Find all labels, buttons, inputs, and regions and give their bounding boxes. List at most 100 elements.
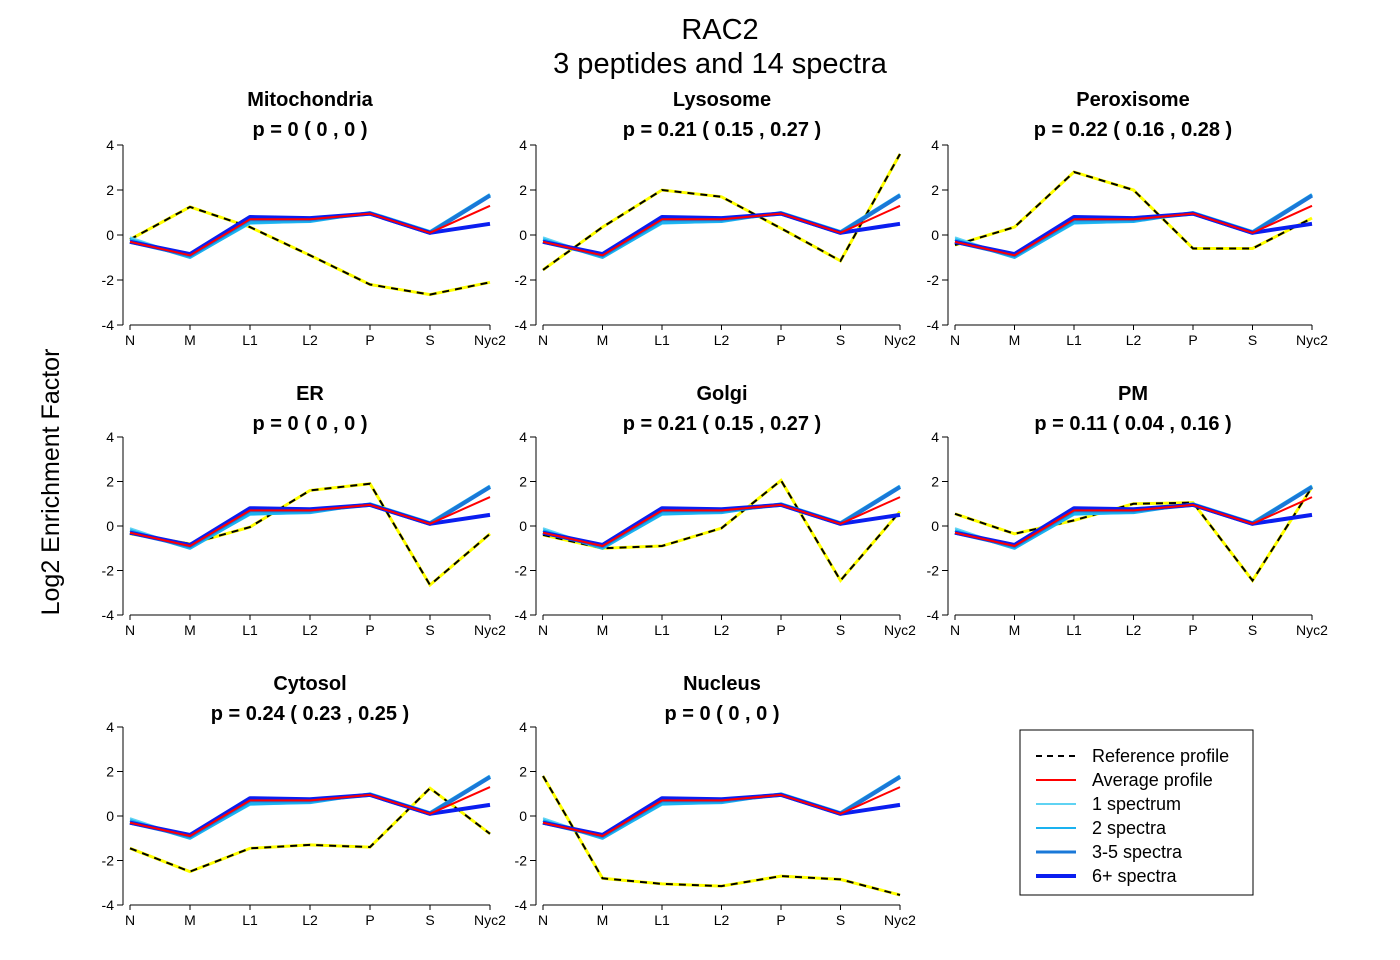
panel-lysosome: Lysosome p = 0.21 ( 0.15 , 0.27 ) -4 -2 0 2 4 N… — [515, 89, 917, 348]
reference-profile-line — [129, 205, 491, 296]
average-profile-line — [954, 204, 1313, 257]
panel-p-value: p = 0.21 ( 0.15 , 0.27 ) — [623, 119, 821, 141]
panel-p-value: p = 0 ( 0 , 0 ) — [664, 703, 779, 725]
x-tick-label: M — [597, 912, 609, 928]
reference-profile-line — [129, 482, 491, 587]
panels: Mitochondria p = 0 ( 0 , 0 ) -4 -2 0 2 4 N M L1 L2… — [102, 89, 1329, 928]
y-tick-label: -2 — [515, 272, 528, 288]
x-tick-label: M — [184, 912, 196, 928]
x-tick-label: S — [1248, 332, 1257, 348]
y-tick-label: -2 — [102, 563, 115, 579]
y-tick-label: 0 — [106, 227, 114, 243]
s1-profile-line — [954, 485, 1313, 550]
y-tick-label: 4 — [106, 429, 114, 445]
y-tick-label: -2 — [515, 853, 528, 869]
y-tick-label: 4 — [519, 719, 527, 735]
x-tick-label: S — [425, 912, 434, 928]
s35-profile-line — [542, 775, 902, 838]
y-tick-label: -2 — [102, 272, 115, 288]
x-tick-label: L2 — [1126, 332, 1142, 348]
x-tick-label: P — [1188, 332, 1197, 348]
panel-er: ER p = 0 ( 0 , 0 ) -4 -2 0 2 4 N M L1 L2 P S Nyc2 — [102, 383, 507, 638]
x-tick-label: P — [776, 622, 785, 638]
x-tick-label: S — [836, 332, 845, 348]
y-tick-label: -2 — [515, 563, 528, 579]
y-tick-label: 0 — [519, 227, 527, 243]
x-tick-label: L1 — [654, 332, 670, 348]
y-tick-label: -4 — [515, 897, 528, 913]
x-tick-label: N — [538, 912, 548, 928]
panel-title: Golgi — [696, 383, 747, 405]
y-tick-label: 0 — [106, 808, 114, 824]
panel-p-value: p = 0.21 ( 0.15 , 0.27 ) — [623, 413, 821, 435]
legend-label-s6: 6+ spectra — [1092, 866, 1178, 886]
average-profile-line — [954, 496, 1313, 547]
x-tick-label: Nyc2 — [884, 912, 916, 928]
s35-profile-line — [954, 485, 1314, 548]
y-tick-label: 2 — [519, 764, 527, 780]
average-profile-line — [129, 786, 491, 837]
panel-title: Mitochondria — [247, 89, 373, 111]
y-tick-label: 2 — [106, 182, 114, 198]
s35-profile-line — [542, 485, 902, 548]
y-tick-label: 4 — [519, 429, 527, 445]
x-tick-label: Nyc2 — [1296, 622, 1328, 638]
s2-profile-line — [129, 484, 491, 550]
x-tick-label: M — [184, 332, 196, 348]
panel-title: Peroxisome — [1076, 89, 1189, 111]
x-tick-label: M — [597, 332, 609, 348]
y-tick-label: 4 — [106, 719, 114, 735]
x-tick-label: N — [950, 622, 960, 638]
panel-title: PM — [1118, 383, 1148, 405]
x-tick-label: M — [1009, 622, 1021, 638]
x-tick-label: S — [425, 622, 434, 638]
reference-profile-line — [954, 170, 1313, 250]
x-tick-label: L2 — [302, 332, 318, 348]
x-tick-label: N — [125, 912, 135, 928]
x-tick-label: L2 — [302, 912, 318, 928]
s2-profile-line — [129, 193, 491, 259]
x-tick-label: L2 — [302, 622, 318, 638]
panel-p-value: p = 0 ( 0 , 0 ) — [252, 119, 367, 141]
y-tick-label: 2 — [931, 474, 939, 490]
s1-profile-line — [129, 193, 491, 259]
x-tick-label: M — [1009, 332, 1021, 348]
x-tick-label: P — [365, 332, 374, 348]
x-tick-label: Nyc2 — [474, 622, 506, 638]
y-tick-label: -2 — [102, 853, 115, 869]
x-tick-label: L1 — [1066, 332, 1082, 348]
s1-profile-line — [129, 485, 491, 550]
x-tick-label: Nyc2 — [1296, 332, 1328, 348]
y-tick-label: 0 — [931, 518, 939, 534]
x-tick-label: S — [836, 912, 845, 928]
x-tick-label: L2 — [1126, 622, 1142, 638]
x-tick-label: N — [950, 332, 960, 348]
x-tick-label: P — [776, 912, 785, 928]
legend-box — [1019, 729, 1254, 896]
x-tick-label: N — [125, 332, 135, 348]
x-tick-label: P — [365, 912, 374, 928]
panel-p-value: p = 0 ( 0 , 0 ) — [252, 413, 367, 435]
s1-profile-line — [129, 775, 491, 840]
y-tick-label: 2 — [106, 764, 114, 780]
x-tick-label: L1 — [242, 622, 258, 638]
reference-profile-underlay — [954, 170, 1313, 250]
average-profile-line — [129, 496, 491, 547]
panel-peroxisome: Peroxisome p = 0.22 ( 0.16 , 0.28 ) -4 -2 0 2… — [927, 89, 1329, 348]
x-tick-label: N — [538, 332, 548, 348]
y-tick-label: 0 — [106, 518, 114, 534]
x-tick-label: L1 — [242, 912, 258, 928]
x-tick-label: M — [184, 622, 196, 638]
reference-profile-line — [954, 486, 1313, 583]
y-axis-label: Log2 Enrichment Factor — [37, 349, 65, 616]
x-tick-label: S — [836, 622, 845, 638]
panel-p-value: p = 0.22 ( 0.16 , 0.28 ) — [1034, 119, 1232, 141]
panel-title: Lysosome — [673, 89, 771, 111]
panel-golgi: Golgi p = 0.21 ( 0.15 , 0.27 ) -4 -2 0 2 4 N M L1… — [515, 383, 917, 638]
x-tick-label: L1 — [242, 332, 258, 348]
panel-p-value: p = 0.24 ( 0.23 , 0.25 ) — [211, 703, 409, 725]
y-tick-label: 2 — [519, 182, 527, 198]
x-tick-label: S — [1248, 622, 1257, 638]
x-tick-label: M — [597, 622, 609, 638]
